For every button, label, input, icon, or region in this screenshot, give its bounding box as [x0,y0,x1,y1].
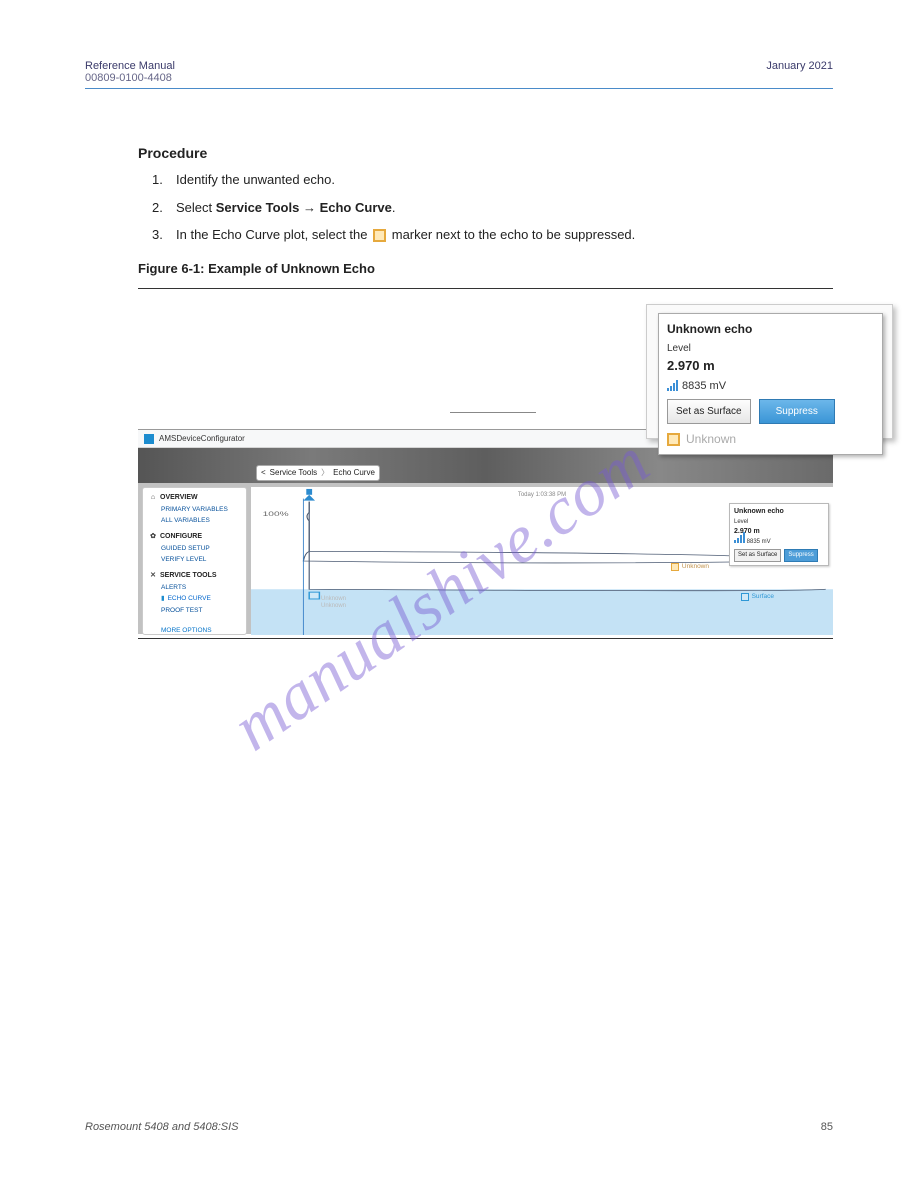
svg-text:100%: 100% [263,510,289,518]
header-title: Reference Manual [85,60,175,72]
sidebar-item-verify-level[interactable]: VERIFY LEVEL [149,554,240,566]
popup-level-label: Level [667,341,874,356]
popup-level-value: 2.970 m [667,356,874,376]
tooltip-value: 2.970 m [734,527,824,538]
popup-trail-label: Unknown [686,430,736,448]
page-content: Procedure 1. Identify the unwanted echo.… [138,125,833,639]
chevron-icon: 〉 [321,467,329,479]
step-3: 3. In the Echo Curve plot, select the ma… [138,225,833,245]
page-footer: Rosemount 5408 and 5408:SIS 85 [85,1121,833,1133]
figure-caption: Figure 6-1: Example of Unknown Echo [138,259,833,279]
signal-bars-icon [667,380,678,391]
marker-icon [741,593,749,601]
tooltip-title: Unknown echo [734,507,824,518]
sidebar-item-proof-test[interactable]: PROOF TEST [149,605,240,617]
suppress-button[interactable]: Suppress [784,549,817,562]
sidebar: ⌂OVERVIEW PRIMARY VARIABLES ALL VARIABLE… [142,487,247,635]
sidebar-section-overview[interactable]: ⌂OVERVIEW [149,493,240,504]
ams-window-title: AMSDeviceConfigurator [159,433,245,445]
ams-body: ⌂OVERVIEW PRIMARY VARIABLES ALL VARIABLE… [138,483,833,635]
figure-container: Unknown echo Level 2.970 m 8835 mV Set a… [138,299,833,639]
breadcrumb-item[interactable]: Service Tools [270,467,317,479]
step-1: 1. Identify the unwanted echo. [138,170,833,190]
popup-signal-value: 8835 mV [682,378,726,395]
header-rule [85,88,833,89]
sidebar-more-options[interactable]: MORE OPTIONS [149,622,240,635]
step-text: Select [176,200,212,215]
step-text: In the Echo Curve plot, select the [176,227,368,242]
home-icon: ⌂ [149,493,157,504]
marker-icon [671,563,679,571]
set-surface-button[interactable]: Set as Surface [734,549,781,562]
suppress-button[interactable]: Suppress [759,399,835,424]
header-docid: 00809-0100-4408 [85,72,175,84]
chart-area: Today 1:03:38 PM 100% [251,487,833,635]
step-link: Echo Curve [320,200,392,215]
popup-trail: Unknown [667,430,874,448]
step-2: 2. Select Service Tools → Echo Curve. [138,198,833,218]
legend-stack: Unknown Unknown [321,596,346,610]
popup-signal: 8835 mV [667,378,874,395]
sidebar-item-all-vars[interactable]: ALL VARIABLES [149,515,240,527]
sidebar-item-primary-vars[interactable]: PRIMARY VARIABLES [149,504,240,516]
arrow-icon: → [303,200,316,215]
ams-logo-icon [144,434,154,444]
sidebar-section-service-tools[interactable]: ✕SERVICE TOOLS [149,571,240,582]
popup-title: Unknown echo [667,320,874,338]
wrench-icon: ✕ [149,571,157,582]
step-num: 1. [152,170,168,190]
marker-icon [373,229,386,242]
tooltip-label: Level [734,518,824,527]
marker-icon [667,433,680,446]
signal-bars-icon [734,537,745,543]
zoom-connector [450,412,536,413]
echo-tooltip: Unknown echo Level 2.970 m 8835 mV Set a… [729,503,829,566]
tooltip-signal: 8835 mV [734,537,824,547]
set-surface-button[interactable]: Set as Surface [667,399,751,424]
sidebar-item-alerts[interactable]: ALERTS [149,582,240,594]
sidebar-section-configure[interactable]: ✿CONFIGURE [149,532,240,543]
step-text: Identify the unwanted echo. [176,170,335,190]
ams-window: AMSDeviceConfigurator < Service Tools 〉 … [138,429,833,634]
section-heading: Procedure [138,143,833,164]
echo-popup: Unknown echo Level 2.970 m 8835 mV Set a… [658,313,883,455]
back-icon[interactable]: < [261,467,266,479]
step-num: 2. [152,198,168,218]
page-number: 85 [821,1121,833,1133]
breadcrumb-item[interactable]: Echo Curve [333,467,375,479]
sidebar-item-echo-curve[interactable]: ECHO CURVE [149,593,240,605]
header-date: January 2021 [766,60,833,72]
breadcrumb: < Service Tools 〉 Echo Curve [256,465,380,481]
legend-surface: Surface [741,592,774,602]
legend-unknown: Unknown [671,562,709,572]
caption-rule [138,288,833,289]
footer-left: Rosemount 5408 and 5408:SIS [85,1121,239,1133]
sidebar-item-guided-setup[interactable]: GUIDED SETUP [149,543,240,555]
step-text: marker next to the echo to be suppressed… [392,227,636,242]
step-num: 3. [152,225,168,245]
step-link: Service Tools [216,200,300,215]
gear-icon: ✿ [149,532,157,543]
